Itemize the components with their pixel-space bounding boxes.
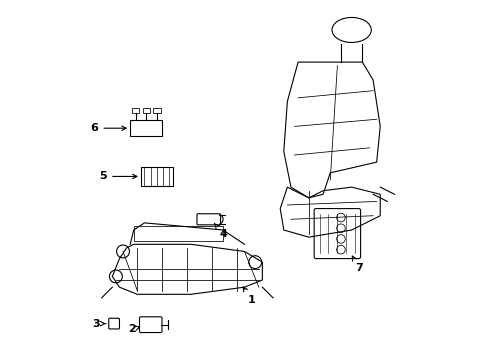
Text: 7: 7	[351, 256, 362, 273]
Text: 5: 5	[100, 171, 137, 181]
Text: 2: 2	[128, 324, 140, 334]
Text: 6: 6	[90, 123, 126, 133]
Text: 1: 1	[243, 287, 255, 305]
Text: 3: 3	[92, 319, 105, 329]
Text: 4: 4	[214, 224, 226, 239]
